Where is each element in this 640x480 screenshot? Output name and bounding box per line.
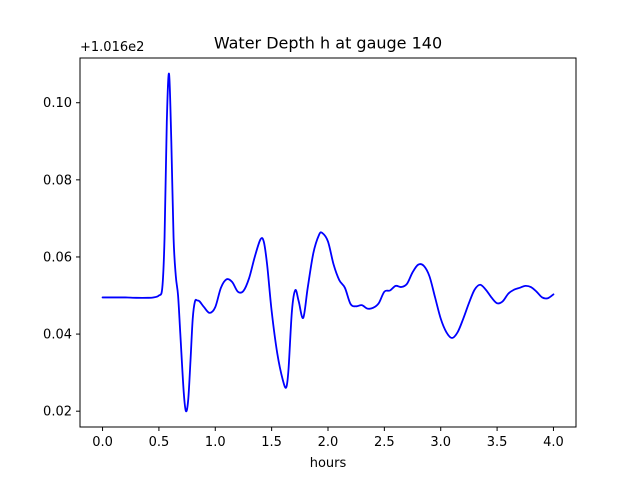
y-tick-label: 0.08 (43, 173, 72, 188)
x-tick-label: 1.5 (261, 435, 282, 450)
x-tick-label: 0.0 (92, 435, 113, 450)
x-tick-label: 2.0 (318, 435, 339, 450)
y-offset-label: +1.016e2 (80, 40, 144, 55)
x-tick-label: 0.5 (149, 435, 170, 450)
x-tick-label: 3.0 (430, 435, 451, 450)
x-tick-label: 3.5 (487, 435, 508, 450)
plot-area (101, 72, 555, 413)
x-tick-label: 4.0 (543, 435, 564, 450)
y-tick-label: 0.02 (43, 405, 72, 420)
y-tick-label: 0.10 (43, 96, 72, 111)
x-axis-label: hours (310, 456, 347, 471)
chart-title: Water Depth h at gauge 140 (214, 34, 442, 53)
x-tick-label: 2.5 (374, 435, 395, 450)
y-tick-label: 0.04 (43, 328, 72, 343)
y-tick-label: 0.06 (43, 250, 72, 265)
series-line (101, 72, 555, 413)
x-ticks: 0.0 0.5 1.0 1.5 2.0 2.5 3.0 3.5 4.0 (92, 427, 564, 450)
x-tick-label: 1.0 (205, 435, 226, 450)
y-ticks: 0.02 0.04 0.06 0.08 0.10 (43, 96, 80, 420)
